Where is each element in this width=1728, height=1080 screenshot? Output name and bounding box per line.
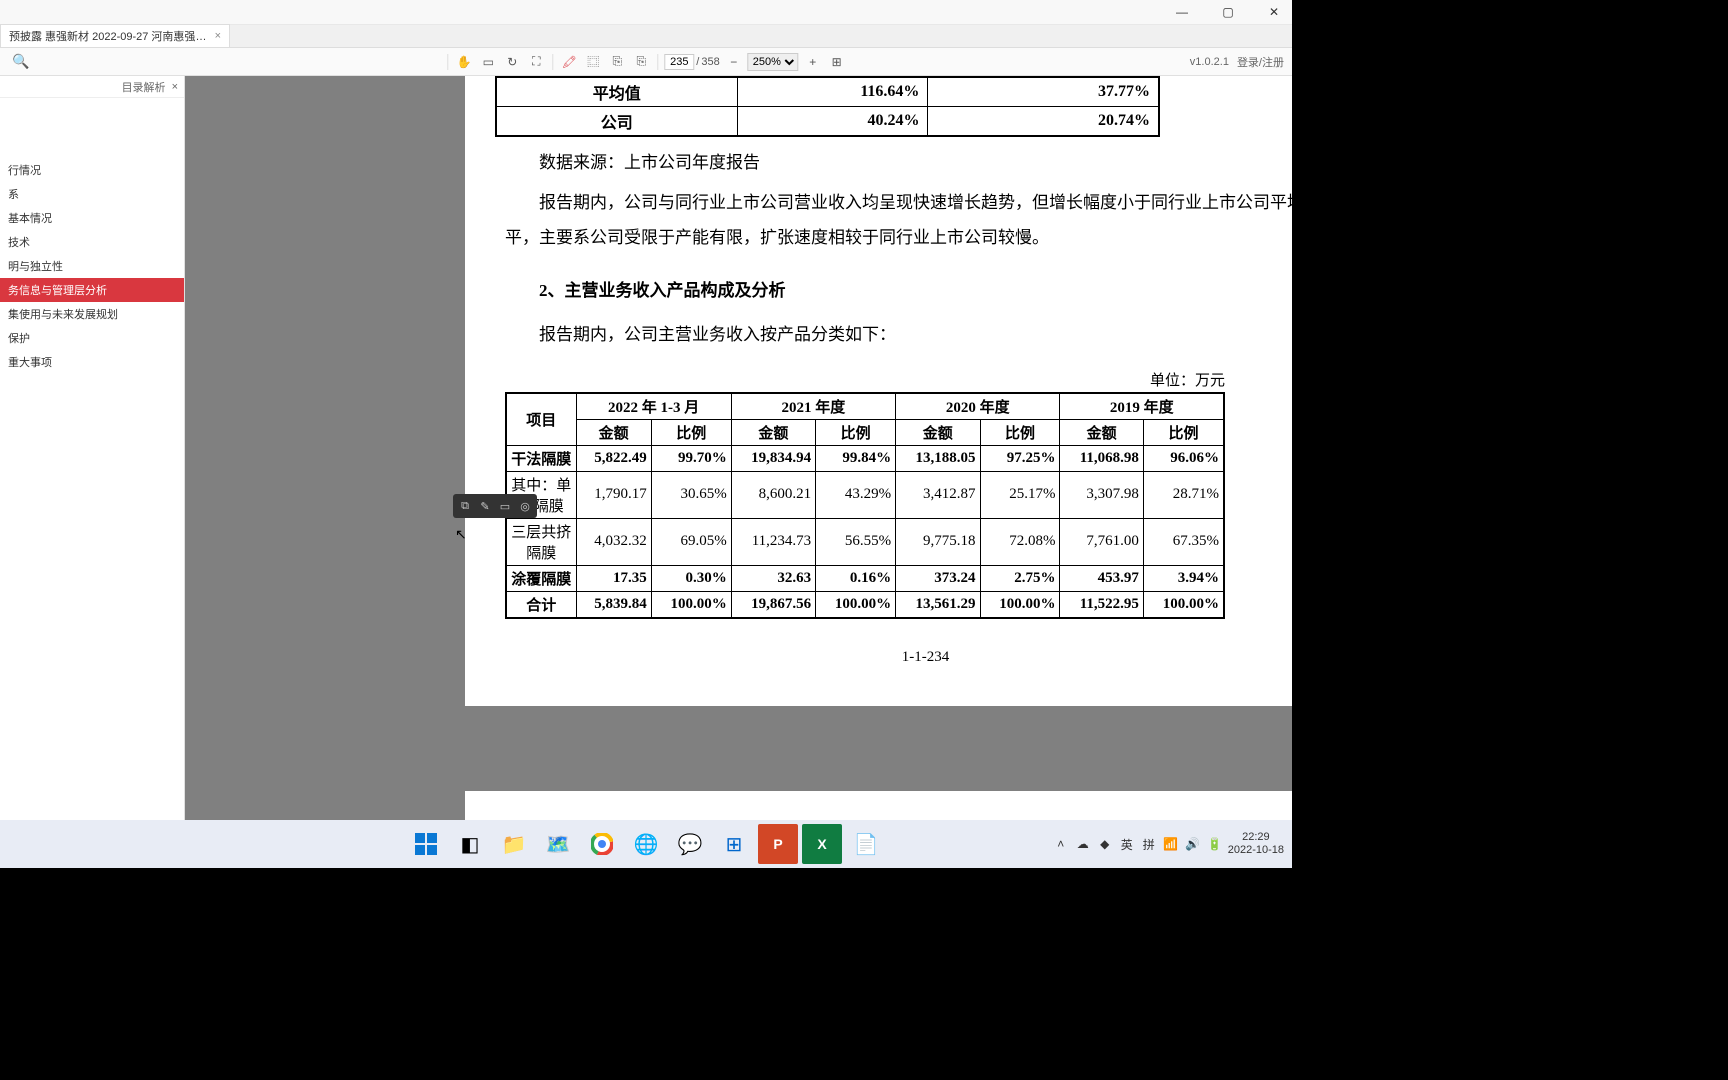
zoom-out-icon[interactable]: − [724, 52, 744, 72]
top-table: 平均值 116.64% 37.77% 公司 40.24% 20.74% [495, 76, 1160, 137]
anno-translate-icon[interactable]: ◎ [516, 497, 534, 515]
annotate-icon[interactable]: 🖍 [559, 52, 579, 72]
extract2-icon[interactable]: ⎘ [631, 52, 651, 72]
zoom-select[interactable]: 250% [748, 52, 799, 71]
crop-icon[interactable]: ⛶ [526, 52, 546, 72]
rotate-icon[interactable]: ↻ [502, 52, 522, 72]
tray-ime[interactable]: 拼 [1140, 835, 1158, 853]
taskview-icon[interactable]: ◧ [450, 824, 490, 864]
toolbar-right: v1.0.2.1 登录/注册 [1190, 54, 1284, 70]
clock[interactable]: 22:29 2022-10-18 [1228, 831, 1284, 857]
paragraph-1: 报告期内，公司与同行业上市公司营业收入均呈现快速增长趋势，但增长幅度小于同行业上… [505, 185, 1292, 256]
source-text: 数据来源：上市公司年度报告 [505, 145, 1292, 181]
tray-volume-icon[interactable]: 🔊 [1184, 835, 1202, 853]
edge-icon[interactable]: 🌐 [626, 824, 666, 864]
paragraph-2: 报告期内，公司主营业务收入按产品分类如下： [505, 317, 1292, 353]
sidebar-item[interactable]: 明与独立性 [0, 254, 184, 278]
anno-note-icon[interactable]: ▭ [496, 497, 514, 515]
zoom-in-icon[interactable]: + [803, 52, 823, 72]
toolbar-center: ✋ ▭ ↻ ⛶ 🖍 ⿴ ⎘ ⎘ / 358 − 250% + ⊞ [445, 52, 846, 72]
system-tray: ˄ ☁ ◆ 英 拼 📶 🔊 🔋 22:29 2022-10-18 [1052, 831, 1284, 857]
tray-security-icon[interactable]: ◆ [1096, 835, 1114, 853]
sidebar-header: 目录解析 × [0, 76, 184, 98]
chrome-icon[interactable] [582, 824, 622, 864]
cursor-icon: ↖ [455, 526, 467, 543]
anno-highlight-icon[interactable]: ✎ [476, 497, 494, 515]
start-button[interactable] [406, 824, 446, 864]
app1-icon[interactable]: 🗺️ [538, 824, 578, 864]
tray-battery-icon[interactable]: 🔋 [1206, 835, 1224, 853]
page-total: 358 [701, 56, 719, 68]
page-input[interactable] [664, 54, 694, 70]
tray-onedrive-icon[interactable]: ☁ [1074, 835, 1092, 853]
search-icon[interactable]: 🔍 [0, 53, 29, 70]
pdf-page: 平均值 116.64% 37.77% 公司 40.24% 20.74% 数据来源… [465, 76, 1292, 706]
sidebar-item[interactable]: 基本情况 [0, 206, 184, 230]
minimize-button[interactable]: — [1168, 2, 1196, 22]
sidebar-item[interactable]: 集使用与未来发展规划 [0, 302, 184, 326]
app2-icon[interactable]: ⊞ [714, 824, 754, 864]
sidebar: 目录解析 × 行情况系基本情况技术明与独立性务信息与管理层分析集使用与未来发展规… [0, 76, 185, 820]
body-row: 目录解析 × 行情况系基本情况技术明与独立性务信息与管理层分析集使用与未来发展规… [0, 76, 1292, 820]
select-tool-icon[interactable]: ▭ [478, 52, 498, 72]
tray-wifi-icon[interactable]: 📶 [1162, 835, 1180, 853]
version-label: v1.0.2.1 [1190, 56, 1229, 68]
maximize-button[interactable]: ▢ [1214, 2, 1242, 22]
sidebar-title: 目录解析 [122, 79, 166, 95]
section-heading: 2、主营业务收入产品构成及分析 [505, 276, 1292, 301]
sidebar-item[interactable]: 技术 [0, 230, 184, 254]
wechat-icon[interactable]: 💬 [670, 824, 710, 864]
fit-icon[interactable]: ⊞ [827, 52, 847, 72]
excel-icon[interactable]: X [802, 824, 842, 864]
sidebar-close-icon[interactable]: × [172, 81, 178, 93]
app-window: — ▢ ✕ 预披露 惠强新材 2022-09-27 河南惠强新能源材料科技股… … [0, 0, 1292, 820]
login-link[interactable]: 登录/注册 [1237, 54, 1284, 70]
taskbar[interactable]: ◧ 📁 🗺️ 🌐 💬 ⊞ P X 📄 ˄ ☁ ◆ 英 拼 📶 🔊 🔋 22:29… [0, 820, 1292, 868]
ppt-icon[interactable]: P [758, 824, 798, 864]
anno-copy-icon[interactable]: ⧉ [456, 497, 474, 515]
sidebar-item[interactable]: 系 [0, 182, 184, 206]
document-tabbar: 预披露 惠强新材 2022-09-27 河南惠强新能源材料科技股… × [0, 25, 1292, 48]
toolbar: 🔍 ✋ ▭ ↻ ⛶ 🖍 ⿴ ⎘ ⎘ / 358 − 250% + ⊞ [0, 48, 1292, 76]
clock-time: 22:29 [1242, 831, 1270, 844]
reader-icon[interactable]: 📄 [846, 824, 886, 864]
document-tab[interactable]: 预披露 惠强新材 2022-09-27 河南惠强新能源材料科技股… × [0, 24, 230, 47]
taskbar-center: ◧ 📁 🗺️ 🌐 💬 ⊞ P X 📄 [406, 824, 886, 864]
annotation-popup[interactable]: ⧉ ✎ ▭ ◎ [453, 494, 537, 518]
main-table: 项目 2022 年 1-3 月 2021 年度 2020 年度 2019 年度 … [505, 392, 1225, 619]
window-titlebar: — ▢ ✕ [0, 0, 1292, 25]
tab-close-icon[interactable]: × [215, 30, 221, 42]
close-button[interactable]: ✕ [1260, 2, 1288, 22]
tray-chevron-icon[interactable]: ˄ [1052, 835, 1070, 853]
ocr-icon[interactable]: ⿴ [583, 52, 603, 72]
sidebar-item[interactable]: 保护 [0, 326, 184, 350]
sidebar-item[interactable]: 务信息与管理层分析 [0, 278, 184, 302]
explorer-icon[interactable]: 📁 [494, 824, 534, 864]
sidebar-item[interactable]: 行情况 [0, 158, 184, 182]
page-indicator: / 358 [664, 54, 719, 70]
pdf-viewer[interactable]: 平均值 116.64% 37.77% 公司 40.24% 20.74% 数据来源… [185, 76, 1292, 820]
tab-title: 预披露 惠强新材 2022-09-27 河南惠强新能源材料科技股… [9, 28, 209, 44]
extract-icon[interactable]: ⎘ [607, 52, 627, 72]
tray-lang[interactable]: 英 [1118, 835, 1136, 853]
sidebar-item[interactable]: 重大事项 [0, 350, 184, 374]
page-number: 1-1-234 [505, 649, 1292, 666]
hand-tool-icon[interactable]: ✋ [454, 52, 474, 72]
clock-date: 2022-10-18 [1228, 844, 1284, 857]
unit-label: 单位：万元 [505, 369, 1225, 390]
pdf-next-page [465, 791, 1292, 820]
